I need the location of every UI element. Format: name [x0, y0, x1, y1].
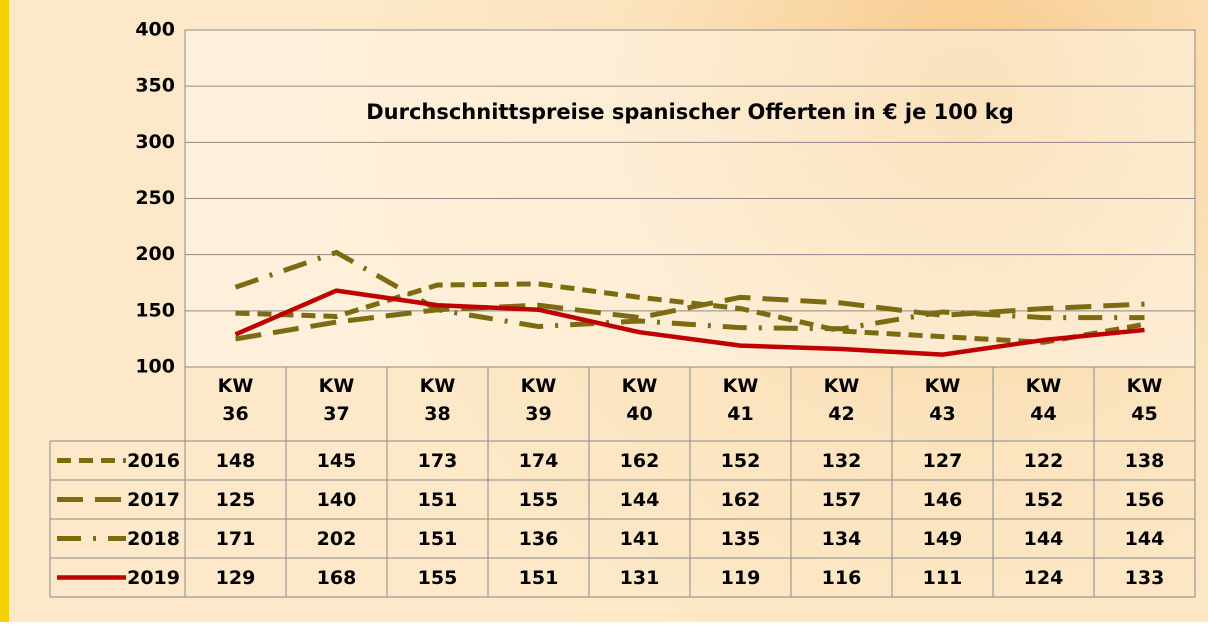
y-tick-label: 400: [135, 19, 175, 41]
chart: Durchschnittspreise spanischer Offerten …: [0, 0, 1208, 622]
table-value: 174: [519, 450, 559, 472]
legend-label: 2019: [127, 567, 180, 589]
x-tick-label-box: KW 44: [993, 372, 1094, 438]
table-value: 131: [620, 567, 660, 589]
table-value: 144: [1024, 528, 1064, 550]
table-value: 127: [923, 450, 963, 472]
table-value: 134: [822, 528, 862, 550]
table-value: 151: [418, 528, 458, 550]
x-tick-label: KW 44: [1026, 372, 1062, 428]
table-value: 133: [1125, 567, 1165, 589]
x-tick-label: KW 38: [420, 372, 456, 428]
y-tick-label: 350: [135, 75, 175, 97]
table-value: 155: [418, 567, 458, 589]
table-value: 124: [1024, 567, 1064, 589]
table-value: 152: [721, 450, 761, 472]
table-value: 116: [822, 567, 862, 589]
x-tick-label-box: KW 37: [286, 372, 387, 438]
table-value: 149: [923, 528, 963, 550]
table-value: 173: [418, 450, 458, 472]
table-value: 202: [317, 528, 357, 550]
table-value: 119: [721, 567, 761, 589]
table-value: 152: [1024, 489, 1064, 511]
table-value: 122: [1024, 450, 1064, 472]
table-value: 144: [620, 489, 660, 511]
x-tick-label-box: KW 40: [589, 372, 690, 438]
table-value: 148: [216, 450, 256, 472]
table-value: 136: [519, 528, 559, 550]
table-value: 151: [519, 567, 559, 589]
y-tick-label: 250: [135, 187, 175, 209]
x-tick-label-box: KW 38: [387, 372, 488, 438]
x-tick-label: KW 40: [622, 372, 658, 428]
x-tick-label-box: KW 45: [1094, 372, 1195, 438]
table-value: 171: [216, 528, 256, 550]
x-tick-label: KW 43: [925, 372, 961, 428]
x-tick-label: KW 37: [319, 372, 355, 428]
x-tick-label: KW 41: [723, 372, 759, 428]
table-value: 162: [721, 489, 761, 511]
table-value: 129: [216, 567, 256, 589]
table-value: 145: [317, 450, 357, 472]
x-tick-label-box: KW 36: [185, 372, 286, 438]
x-tick-label: KW 36: [218, 372, 254, 428]
table-value: 138: [1125, 450, 1165, 472]
table-value: 162: [620, 450, 660, 472]
legend-label: 2018: [127, 528, 180, 550]
page: Durchschnittspreise spanischer Offerten …: [0, 0, 1208, 622]
x-tick-label: KW 42: [824, 372, 860, 428]
chart-title: Durchschnittspreise spanischer Offerten …: [366, 100, 1014, 124]
table-value: 168: [317, 567, 357, 589]
table-value: 151: [418, 489, 458, 511]
y-tick-label: 300: [135, 131, 175, 153]
table-value: 155: [519, 489, 559, 511]
table-value: 141: [620, 528, 660, 550]
table-value: 156: [1125, 489, 1165, 511]
x-tick-label-box: KW 41: [690, 372, 791, 438]
table-value: 135: [721, 528, 761, 550]
y-tick-label: 200: [135, 243, 175, 265]
border-stripe: [0, 0, 9, 622]
x-tick-label-box: KW 42: [791, 372, 892, 438]
table-value: 144: [1125, 528, 1165, 550]
table-value: 111: [923, 567, 963, 589]
table-value: 146: [923, 489, 963, 511]
x-tick-label-box: KW 43: [892, 372, 993, 438]
table-value: 157: [822, 489, 862, 511]
y-tick-label: 150: [135, 299, 175, 321]
table-value: 140: [317, 489, 357, 511]
legend-label: 2016: [127, 450, 180, 472]
x-tick-label: KW 45: [1127, 372, 1163, 428]
x-tick-label-box: KW 39: [488, 372, 589, 438]
legend-label: 2017: [127, 489, 180, 511]
table-value: 132: [822, 450, 862, 472]
y-tick-label: 100: [135, 356, 175, 378]
x-tick-label: KW 39: [521, 372, 557, 428]
table-value: 125: [216, 489, 256, 511]
